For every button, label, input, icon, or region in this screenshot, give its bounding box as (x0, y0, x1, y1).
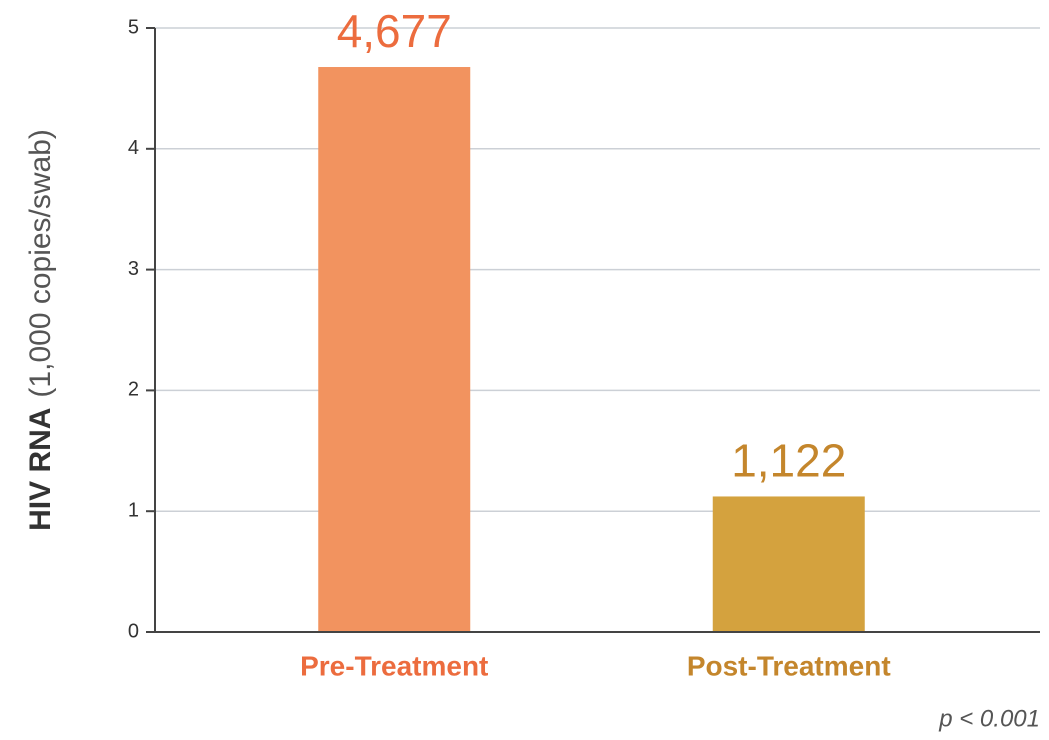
annotation: p < 0.001 (938, 705, 1040, 732)
y-tick-label: 3 (128, 258, 139, 280)
x-tick-label: Post-Treatment (687, 650, 891, 681)
y-tick-label: 5 (128, 16, 139, 38)
bar (318, 67, 471, 632)
y-tick-label: 2 (128, 379, 139, 401)
value-label: 1,122 (731, 435, 846, 487)
y-axis-label: HIV RNA (1,000 copies/swab) (24, 129, 57, 531)
value-label: 4,677 (337, 5, 452, 57)
x-tick-label: Pre-Treatment (300, 650, 488, 681)
y-tick-label: 0 (128, 620, 139, 642)
y-label-unit: (1,000 copies/swab) (24, 129, 57, 397)
bar (712, 496, 865, 632)
y-tick-label: 1 (128, 499, 139, 521)
y-tick-label: 4 (128, 137, 139, 159)
y-label-bold: HIV RNA (24, 408, 57, 531)
